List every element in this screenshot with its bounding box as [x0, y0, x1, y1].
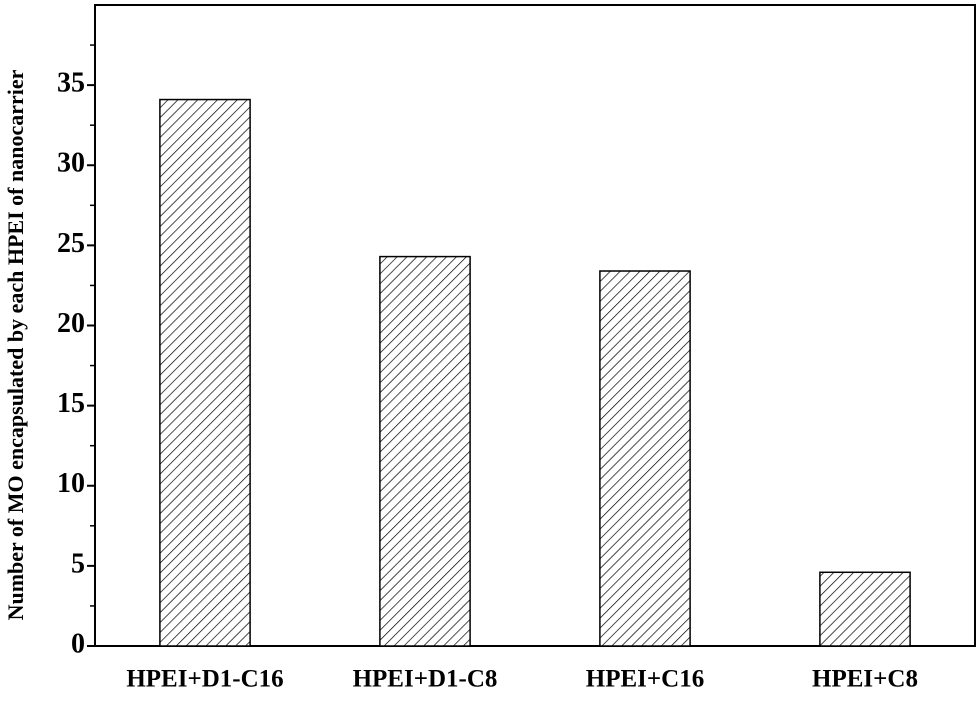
y-tick-label: 30 [57, 148, 85, 179]
x-tick-label: HPEI+C8 [812, 666, 918, 693]
x-tick-label: HPEI+D1-C16 [126, 666, 283, 693]
y-axis-label: Number of MO encapsulated by each HPEI o… [3, 69, 28, 620]
x-tick-label: HPEI+D1-C8 [353, 666, 498, 693]
y-tick-label: 5 [71, 548, 85, 579]
bar [819, 571, 911, 647]
x-tick-label: HPEI+C16 [586, 666, 704, 693]
bar [159, 98, 251, 647]
y-tick-label: 25 [57, 228, 85, 259]
bar [379, 255, 471, 647]
y-tick-label: 0 [71, 628, 85, 659]
y-tick-label: 15 [57, 388, 85, 419]
y-tick-label: 35 [57, 68, 85, 99]
bar [599, 270, 691, 647]
y-tick-label: 10 [57, 468, 85, 499]
y-tick-label: 20 [57, 308, 85, 339]
